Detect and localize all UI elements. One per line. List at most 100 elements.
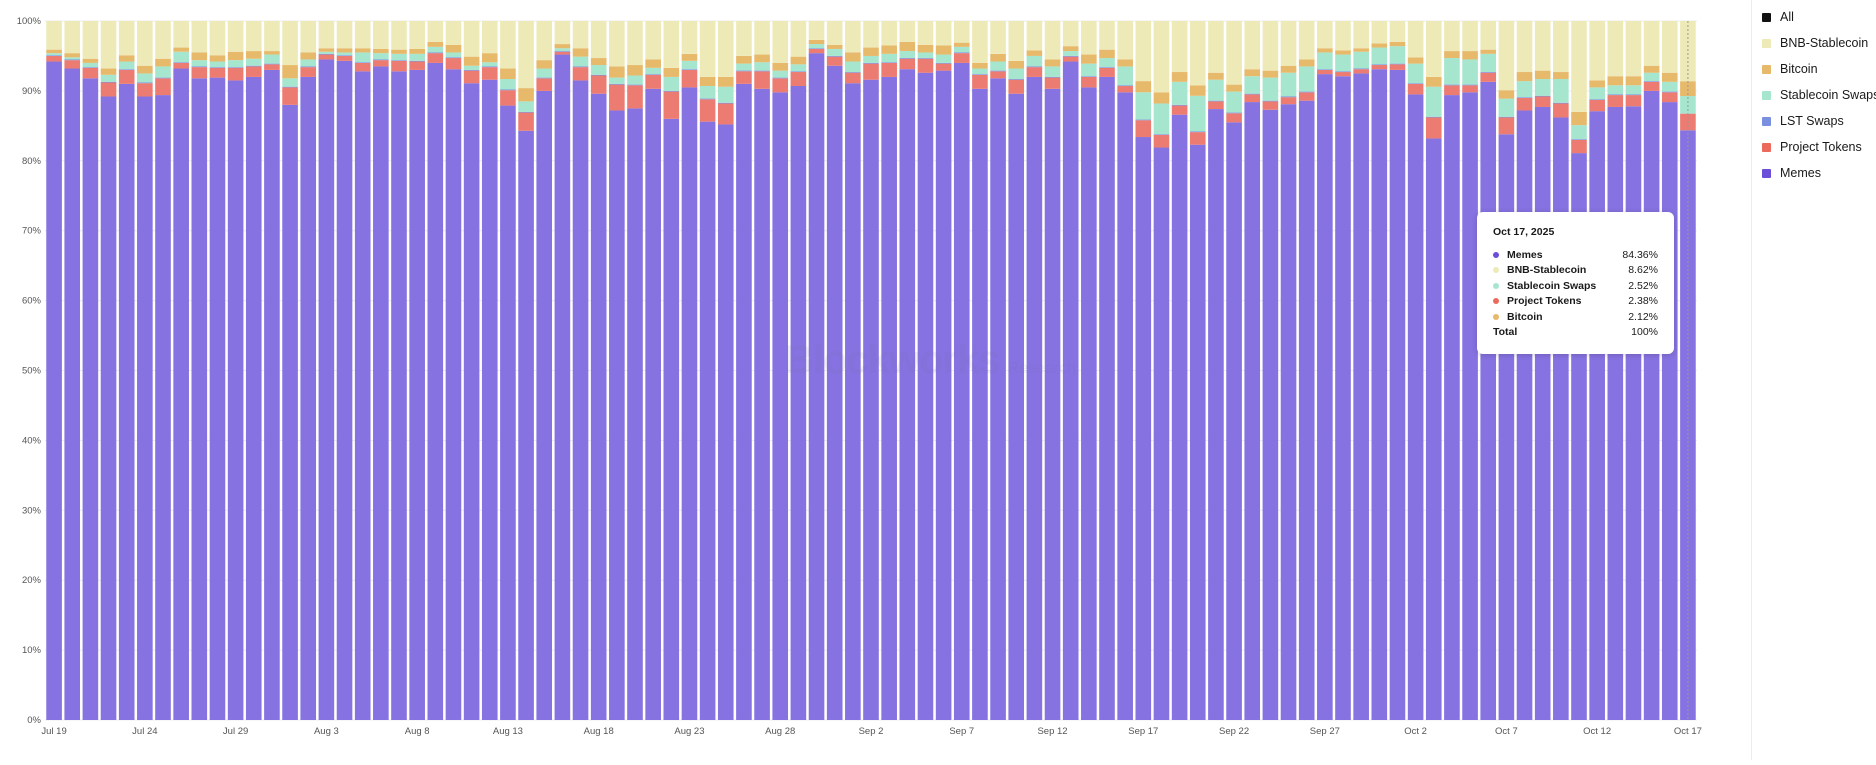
bar-memes[interactable] — [1425, 138, 1442, 720]
bar-bnb-stablecoin[interactable] — [1553, 21, 1569, 73]
bar-memes[interactable] — [82, 78, 99, 720]
bar-bnb-stablecoin[interactable] — [699, 21, 716, 77]
bar-project-tokens[interactable] — [118, 69, 135, 84]
bar-stablecoin-swaps[interactable] — [118, 61, 135, 70]
bar-project-tokens[interactable] — [972, 74, 988, 89]
bar-bnb-stablecoin[interactable] — [1407, 21, 1424, 58]
bar-memes[interactable] — [282, 104, 298, 720]
bar-project-tokens[interactable] — [1407, 83, 1424, 95]
bar-project-tokens[interactable] — [1062, 56, 1079, 62]
bar-bitcoin[interactable] — [354, 48, 371, 53]
bar-lst-swaps[interactable] — [1026, 66, 1043, 68]
bar-memes[interactable] — [1026, 76, 1043, 721]
bar-stablecoin-swaps[interactable] — [590, 65, 607, 75]
bar-bnb-stablecoin[interactable] — [790, 21, 807, 57]
bar-memes[interactable] — [1117, 92, 1133, 721]
bar-memes[interactable] — [790, 86, 807, 720]
bar-lst-swaps[interactable] — [427, 52, 444, 54]
bar-bitcoin[interactable] — [1607, 76, 1624, 86]
bar-memes[interactable] — [972, 88, 988, 721]
bar-bitcoin[interactable] — [1534, 70, 1551, 80]
bar-lst-swaps[interactable] — [590, 74, 607, 76]
bar-stablecoin-swaps[interactable] — [318, 51, 335, 54]
bar-stablecoin-swaps[interactable] — [191, 60, 208, 67]
bar-bnb-stablecoin[interactable] — [663, 21, 680, 68]
bar-stablecoin-swaps[interactable] — [427, 46, 444, 53]
bar-bitcoin[interactable] — [536, 60, 553, 69]
bar-project-tokens[interactable] — [1643, 81, 1660, 91]
legend-item-project-tokens[interactable]: Project Tokens — [1762, 134, 1874, 160]
legend-item-all[interactable]: All — [1762, 4, 1874, 30]
bar-bnb-stablecoin[interactable] — [754, 21, 770, 55]
bar-bitcoin[interactable] — [1044, 59, 1061, 67]
bar-bitcoin[interactable] — [137, 65, 153, 74]
bar-project-tokens[interactable] — [1008, 79, 1025, 94]
bar-bitcoin[interactable] — [990, 53, 1006, 62]
bar-stablecoin-swaps[interactable] — [300, 59, 317, 67]
bar-memes[interactable] — [1516, 110, 1533, 721]
bar-bnb-stablecoin[interactable] — [1099, 21, 1115, 50]
bar-stablecoin-swaps[interactable] — [736, 63, 752, 71]
bar-lst-swaps[interactable] — [699, 98, 716, 100]
bar-bnb-stablecoin[interactable] — [1117, 21, 1133, 60]
bar-bnb-stablecoin[interactable] — [1189, 21, 1206, 86]
bar-stablecoin-swaps[interactable] — [1680, 96, 1696, 114]
bar-bnb-stablecoin[interactable] — [845, 21, 861, 53]
bar-stablecoin-swaps[interactable] — [899, 51, 916, 59]
bar-bitcoin[interactable] — [845, 52, 861, 62]
bar-bitcoin[interactable] — [790, 56, 807, 65]
bar-memes[interactable] — [1298, 100, 1315, 720]
bar-project-tokens[interactable] — [1117, 86, 1133, 93]
bar-project-tokens[interactable] — [935, 63, 952, 71]
bar-stablecoin-swaps[interactable] — [1171, 81, 1188, 105]
bar-memes[interactable] — [137, 96, 153, 721]
bar-memes[interactable] — [518, 130, 534, 721]
bar-bitcoin[interactable] — [609, 66, 625, 78]
bar-bnb-stablecoin[interactable] — [953, 21, 970, 43]
bar-bnb-stablecoin[interactable] — [590, 21, 607, 59]
bar-bitcoin[interactable] — [953, 42, 970, 47]
bar-lst-swaps[interactable] — [118, 69, 135, 70]
bar-project-tokens[interactable] — [373, 60, 389, 67]
bar-lst-swaps[interactable] — [1171, 104, 1188, 106]
bar-stablecoin-swaps[interactable] — [82, 62, 99, 68]
bar-lst-swaps[interactable] — [1643, 81, 1660, 82]
bar-project-tokens[interactable] — [318, 54, 335, 60]
bar-stablecoin-swaps[interactable] — [1589, 87, 1605, 100]
bar-stablecoin-swaps[interactable] — [1389, 46, 1406, 64]
bar-bnb-stablecoin[interactable] — [373, 21, 389, 49]
bar-bnb-stablecoin[interactable] — [64, 21, 81, 54]
bar-lst-swaps[interactable] — [1081, 76, 1097, 77]
bar-project-tokens[interactable] — [699, 99, 716, 122]
bar-lst-swaps[interactable] — [1062, 55, 1079, 57]
bar-stablecoin-swaps[interactable] — [1026, 55, 1043, 67]
bar-bitcoin[interactable] — [64, 53, 81, 58]
bar-lst-swaps[interactable] — [953, 52, 970, 54]
bar-bitcoin[interactable] — [82, 58, 99, 63]
bar-project-tokens[interactable] — [826, 56, 843, 66]
bar-stablecoin-swaps[interactable] — [264, 54, 280, 64]
bar-memes[interactable] — [1008, 93, 1025, 720]
bar-lst-swaps[interactable] — [627, 84, 643, 86]
bar-lst-swaps[interactable] — [1625, 94, 1642, 96]
bar-memes[interactable] — [754, 88, 770, 721]
bar-memes[interactable] — [1553, 117, 1569, 720]
bar-lst-swaps[interactable] — [1407, 83, 1424, 84]
bar-lst-swaps[interactable] — [137, 82, 153, 84]
bar-bitcoin[interactable] — [736, 55, 752, 64]
bar-memes[interactable] — [227, 80, 244, 720]
bar-bnb-stablecoin[interactable] — [427, 21, 444, 42]
bar-bnb-stablecoin[interactable] — [1135, 21, 1152, 82]
bar-stablecoin-swaps[interactable] — [1607, 85, 1624, 95]
bar-bitcoin[interactable] — [681, 53, 698, 61]
bar-project-tokens[interactable] — [917, 58, 934, 73]
bar-project-tokens[interactable] — [1389, 64, 1406, 70]
bar-stablecoin-swaps[interactable] — [990, 61, 1006, 71]
bar-stablecoin-swaps[interactable] — [518, 101, 534, 112]
bar-memes[interactable] — [536, 90, 553, 720]
bar-bitcoin[interactable] — [1189, 85, 1206, 96]
bar-bnb-stablecoin[interactable] — [536, 21, 553, 61]
bar-bnb-stablecoin[interactable] — [1389, 21, 1406, 42]
bar-bitcoin[interactable] — [1480, 49, 1497, 54]
bar-bitcoin[interactable] — [118, 55, 135, 62]
